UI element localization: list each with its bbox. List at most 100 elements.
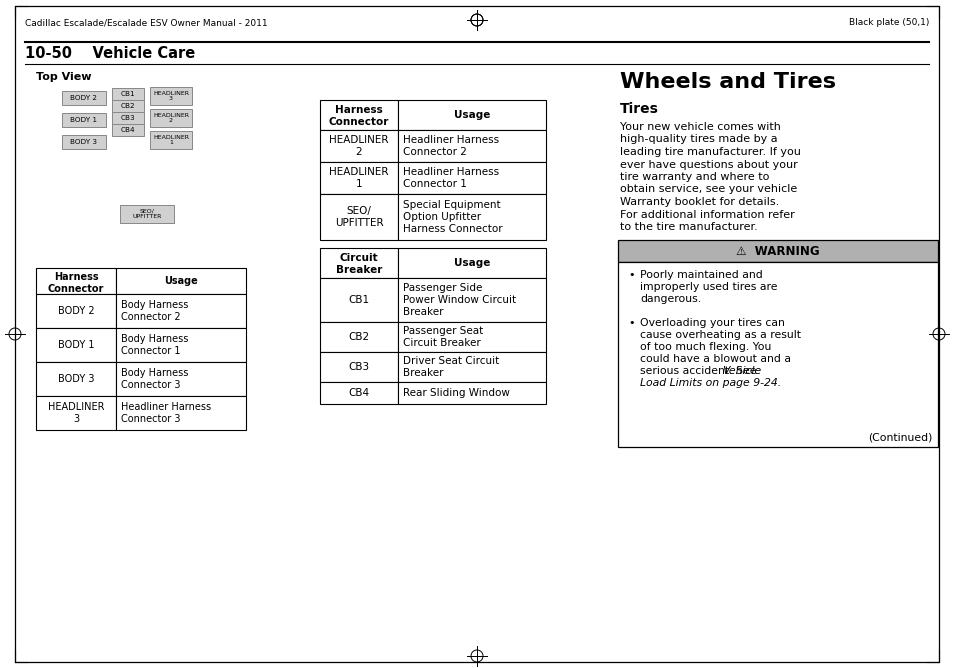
Text: Harness
Connector: Harness Connector <box>48 272 104 294</box>
Text: CB3: CB3 <box>348 362 369 372</box>
Text: HEADLINER
3: HEADLINER 3 <box>152 91 189 102</box>
Bar <box>36 328 116 362</box>
Bar <box>112 124 144 136</box>
Bar <box>116 396 246 430</box>
Text: Usage: Usage <box>454 110 490 120</box>
Text: CB4: CB4 <box>348 388 369 398</box>
Bar <box>150 131 192 149</box>
Text: BODY 2: BODY 2 <box>57 306 94 316</box>
Bar <box>319 278 397 322</box>
Bar <box>112 100 144 112</box>
Bar <box>319 382 397 404</box>
Bar <box>319 194 397 240</box>
Text: Rear Sliding Window: Rear Sliding Window <box>402 388 509 398</box>
Bar <box>319 100 397 130</box>
Bar <box>397 100 545 130</box>
Text: Cadillac Escalade/Escalade ESV Owner Manual - 2011: Cadillac Escalade/Escalade ESV Owner Man… <box>25 18 268 27</box>
Text: cause overheating as a result: cause overheating as a result <box>639 330 801 340</box>
Text: HEADLINER
1: HEADLINER 1 <box>152 134 189 146</box>
Text: HEADLINER
1: HEADLINER 1 <box>329 167 388 189</box>
Bar <box>319 352 397 382</box>
Text: BODY 1: BODY 1 <box>71 117 97 123</box>
Bar <box>319 162 397 194</box>
Text: BODY 3: BODY 3 <box>71 139 97 145</box>
Bar <box>36 362 116 396</box>
Text: ⚠  WARNING: ⚠ WARNING <box>736 244 819 257</box>
Text: BODY 2: BODY 2 <box>71 95 97 101</box>
Bar <box>397 278 545 322</box>
Text: For additional information refer: For additional information refer <box>619 210 794 220</box>
Text: could have a blowout and a: could have a blowout and a <box>639 354 790 364</box>
Bar <box>397 130 545 162</box>
Text: CB1: CB1 <box>348 295 369 305</box>
Bar <box>150 109 192 127</box>
Text: Passenger Side
Power Window Circuit
Breaker: Passenger Side Power Window Circuit Brea… <box>402 283 516 317</box>
Bar <box>112 88 144 100</box>
Text: Top View: Top View <box>36 72 91 82</box>
Text: Harness
Connector: Harness Connector <box>329 105 389 127</box>
Text: Headliner Harness
Connector 2: Headliner Harness Connector 2 <box>402 135 498 157</box>
Text: high-quality tires made by a: high-quality tires made by a <box>619 134 777 144</box>
Bar <box>36 294 116 328</box>
Text: improperly used tires are: improperly used tires are <box>639 282 777 292</box>
Text: CB4: CB4 <box>121 127 135 133</box>
Text: Body Harness
Connector 2: Body Harness Connector 2 <box>121 300 188 322</box>
Bar <box>618 262 937 447</box>
Bar <box>36 396 116 430</box>
Text: ever have questions about your: ever have questions about your <box>619 160 797 170</box>
Text: HEADLINER
3: HEADLINER 3 <box>48 402 104 424</box>
Text: Body Harness
Connector 1: Body Harness Connector 1 <box>121 334 188 356</box>
Text: CB1: CB1 <box>121 91 135 97</box>
Text: Tires: Tires <box>619 102 659 116</box>
Bar <box>62 91 106 105</box>
Bar <box>120 205 173 223</box>
Text: Usage: Usage <box>164 276 197 286</box>
Bar <box>36 82 304 192</box>
Text: Headliner Harness
Connector 3: Headliner Harness Connector 3 <box>121 402 211 424</box>
Text: to the tire manufacturer.: to the tire manufacturer. <box>619 222 757 232</box>
Text: Body Harness
Connector 3: Body Harness Connector 3 <box>121 368 188 390</box>
Bar <box>397 194 545 240</box>
Text: BODY 1: BODY 1 <box>58 340 94 350</box>
Text: Circuit
Breaker: Circuit Breaker <box>335 253 382 275</box>
Text: tire warranty and where to: tire warranty and where to <box>619 172 768 182</box>
Text: Headliner Harness
Connector 1: Headliner Harness Connector 1 <box>402 167 498 189</box>
Text: of too much flexing. You: of too much flexing. You <box>639 342 771 352</box>
Bar <box>319 248 397 278</box>
Bar <box>397 352 545 382</box>
Text: Driver Seat Circuit
Breaker: Driver Seat Circuit Breaker <box>402 356 498 378</box>
Text: Black plate (50,1): Black plate (50,1) <box>848 18 928 27</box>
Bar <box>150 87 192 105</box>
Text: (Continued): (Continued) <box>868 432 932 442</box>
Text: Wheels and Tires: Wheels and Tires <box>619 72 835 92</box>
Text: CB2: CB2 <box>348 332 369 342</box>
Bar <box>397 248 545 278</box>
Text: •: • <box>627 318 634 328</box>
Text: HEADLINER
2: HEADLINER 2 <box>329 135 388 157</box>
Text: Warranty booklet for details.: Warranty booklet for details. <box>619 197 779 207</box>
Text: Passenger Seat
Circuit Breaker: Passenger Seat Circuit Breaker <box>402 326 483 348</box>
Bar <box>116 268 246 294</box>
Bar <box>397 382 545 404</box>
Bar <box>116 328 246 362</box>
Bar <box>112 112 144 124</box>
Bar <box>62 113 106 127</box>
Bar <box>397 162 545 194</box>
Text: •: • <box>627 270 634 280</box>
Bar <box>62 135 106 149</box>
Text: BODY 3: BODY 3 <box>58 374 94 384</box>
Bar <box>36 268 116 294</box>
Text: HEADLINER
2: HEADLINER 2 <box>152 113 189 124</box>
Bar <box>319 130 397 162</box>
Bar <box>618 240 937 262</box>
Text: Overloading your tires can: Overloading your tires can <box>639 318 784 328</box>
Text: Vehicle: Vehicle <box>721 366 760 376</box>
Text: Your new vehicle comes with: Your new vehicle comes with <box>619 122 781 132</box>
Text: Usage: Usage <box>454 258 490 268</box>
Text: SEO/
UPFITTER: SEO/ UPFITTER <box>132 208 161 219</box>
Text: SEO/
UPFITTER: SEO/ UPFITTER <box>335 206 383 228</box>
Text: 10-50    Vehicle Care: 10-50 Vehicle Care <box>25 46 195 61</box>
Text: CB2: CB2 <box>121 103 135 109</box>
Text: Load Limits on page 9-24.: Load Limits on page 9-24. <box>639 378 781 388</box>
Text: CB3: CB3 <box>121 115 135 121</box>
